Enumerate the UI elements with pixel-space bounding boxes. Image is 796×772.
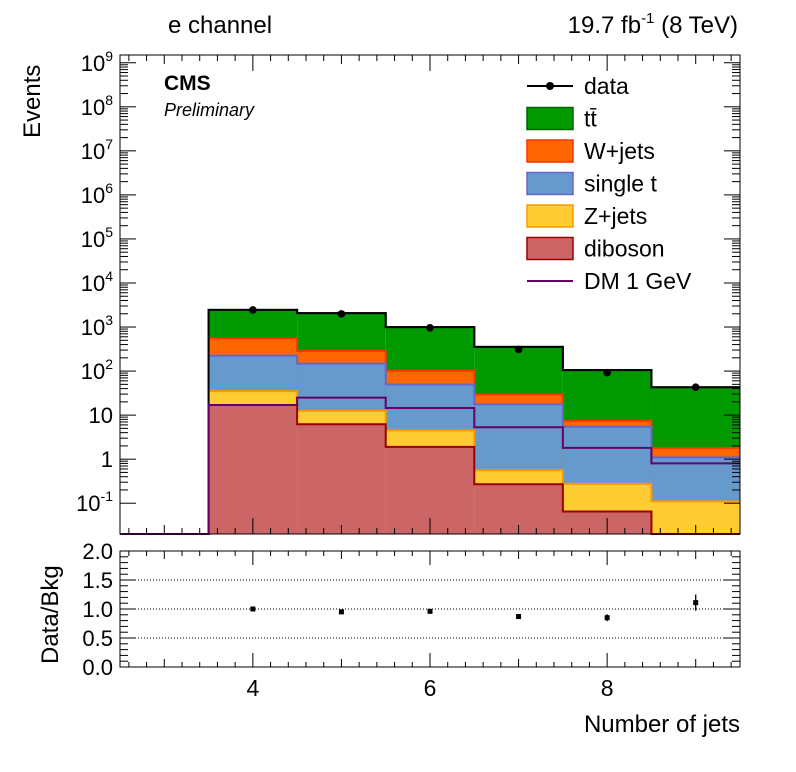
data-points: [249, 306, 700, 392]
legend-entry: Z+jets: [526, 203, 647, 229]
y-tick-label: 109: [81, 48, 113, 76]
y-tick-label: 102: [81, 356, 113, 384]
signal-line: [120, 396, 740, 535]
legend-swatch: [526, 236, 574, 261]
preliminary-label: Preliminary: [164, 100, 255, 120]
legend-label: W+jets: [584, 138, 655, 164]
legend-label: DM 1 GeV: [584, 268, 692, 294]
legend-swatch: [526, 139, 574, 163]
data-point: [337, 310, 346, 318]
stack-outline: [120, 354, 740, 535]
y-axis-title-upper: Events: [19, 65, 46, 138]
legend-swatch: [526, 171, 574, 196]
legend: data tt̄ W+jets single t Z+jets diboson DM 1 G…: [526, 73, 692, 294]
stacked-histogram: [120, 308, 740, 535]
signal-step-line: [120, 396, 740, 535]
stack-outline: [120, 337, 740, 535]
cms-label: CMS: [164, 72, 211, 95]
legend-label: data: [584, 73, 629, 99]
ratio-point: [427, 608, 433, 614]
ratio-point: [338, 609, 344, 615]
ratio-point: [604, 615, 610, 621]
legend-entry: diboson: [526, 236, 665, 262]
ratio-point: [693, 600, 699, 606]
y-tick-label: 105: [81, 224, 113, 252]
upper-panel: 10-1 1 10 102 103 104 105 106 107 108 109 Events C…: [19, 48, 741, 535]
y-tick-label: 10: [89, 403, 113, 428]
ratio-points: [250, 594, 699, 622]
ratio-y-tick-label: 0.0: [82, 655, 113, 680]
ratio-y-tick-label: 0.5: [82, 626, 113, 651]
upper-axes: 10-1 1 10 102 103 104 105 106 107 108 109: [76, 48, 740, 534]
stack-bar: [297, 424, 386, 534]
ratio-point: [250, 606, 256, 612]
channel-label: e channel: [168, 12, 272, 39]
x-axis-title: Number of jets: [584, 711, 740, 738]
y-tick-label: 108: [81, 92, 113, 120]
y-tick-label: 103: [81, 312, 113, 340]
legend-entry: tt̄: [526, 106, 597, 132]
legend-entry: DM 1 GeV: [527, 268, 692, 294]
data-point: [426, 324, 434, 332]
x-tick-label: 6: [424, 675, 437, 701]
legend-swatch: [526, 106, 574, 131]
stack-outline: [120, 390, 740, 535]
ratio-y-tick-label: 1.5: [82, 568, 113, 593]
y-tick-label: 106: [81, 180, 113, 208]
ratio-panel: 0.0 0.5 1.0 1.5 2.0 4 6 8 Data/Bkg Number of je…: [37, 539, 741, 738]
data-point: [514, 345, 523, 354]
legend-marker-point: [546, 82, 554, 90]
y-tick-label: 104: [81, 268, 113, 296]
data-point: [603, 368, 611, 377]
ratio-point: [516, 614, 522, 620]
y-tick-label: 1: [101, 447, 113, 472]
legend-entry: single t: [526, 171, 657, 197]
x-tick-label: 8: [601, 675, 614, 701]
legend-swatch: [526, 204, 574, 228]
x-tick-label: 4: [246, 675, 259, 701]
lumi-label: 19.7 fb-1 (8 TeV): [568, 10, 738, 39]
legend-label: diboson: [584, 236, 665, 262]
y-tick-label: 107: [81, 136, 113, 164]
data-point: [249, 306, 257, 314]
legend-label: tt̄: [584, 106, 597, 132]
ratio-y-tick-label: 2.0: [82, 539, 113, 564]
legend-entry: data: [527, 73, 629, 99]
legend-label: Z+jets: [584, 203, 647, 229]
data-point: [691, 383, 700, 392]
ratio-y-tick-label: 1.0: [82, 597, 113, 622]
ratio-axes: 0.0 0.5 1.0 1.5 2.0 4 6 8: [82, 539, 740, 701]
y-tick-label: 10-1: [76, 488, 113, 516]
y-axis-title-ratio: Data/Bkg: [37, 565, 64, 664]
stack-bar: [208, 404, 298, 534]
legend-label: single t: [584, 171, 657, 197]
legend-entry: W+jets: [526, 138, 655, 164]
